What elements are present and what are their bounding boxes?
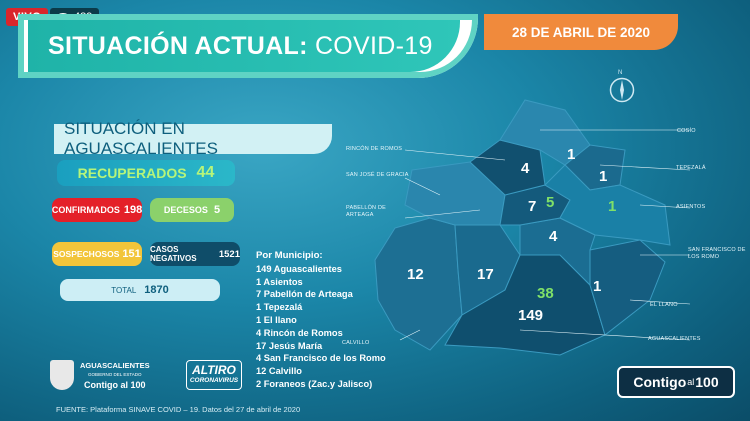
count-cosio: 1 [567,146,576,163]
confirmados-label: CONFIRMADOS [51,205,120,215]
recuperados-value: 44 [196,164,215,181]
count-aguascalientes-recovered: 38 [537,285,554,302]
state-shield-icon [50,360,74,390]
negativos-badge: CASOS NEGATIVOS 1521 [150,242,240,266]
negativos-value: 1521 [218,248,240,260]
sospechosos-label: SOSPECHOSOS [53,249,120,259]
list-item: 1 El llano [256,314,297,325]
recuperados-label: RECUPERADOS [77,165,187,181]
label-aguascalientes: AGUASCALIENTES [648,336,701,342]
date-banner: 28 DE ABRIL DE 2020 [484,14,678,50]
region-asientos [544,164,671,246]
list-item: 4 Rincón de Romos [256,327,343,338]
label-sanjose: SAN JOSÉ DE GRACIA [346,172,409,178]
list-item: 2 Foraneos (Zac.y Jalisco) [256,378,373,389]
gobierno-contigo: Contigo al 100 [84,379,146,390]
label-pabellon: PABELLÓN DE ARTEAGA [346,205,387,218]
label-rincon: RINCÓN DE ROMOS [346,146,403,152]
label-cosio: COSÍO [677,128,696,134]
count-pabellon: 7 [528,198,537,215]
negativos-label: CASOS NEGATIVOS [150,245,197,263]
count-calvillo: 12 [407,266,424,283]
list-item: 149 Aguascalientes [256,263,342,274]
total-label: TOTAL [111,285,137,295]
municipio-list: Por Municipio: 149 Aguascalientes 1 Asie… [256,250,386,391]
count-jesusmaria: 17 [477,266,494,283]
confirmados-value: 198 [123,204,143,216]
gobierno-text: AGUASCALIENTES GOBIERNO DEL ESTADO Conti… [80,361,150,390]
count-tepezala: 1 [599,168,608,185]
altiro-logo: ALTIRO CORONAVIRUS [186,360,242,390]
total-value: 1870 [144,284,169,296]
label-sanfrancisco: SAN FRANCISCO DE LOS ROMO [688,247,746,260]
sospechosos-badge: SOSPECHOSOS 151 [52,242,142,266]
gobierno-subtitle: GOBIERNO DEL ESTADO [88,371,142,377]
list-item: 1 Tepezalá [256,302,303,313]
compass-north-label: N [618,70,623,76]
recuperados-badge: RECUPERADOS 44 [57,160,235,186]
region-rincon [469,139,546,196]
label-tepezala: TEPEZALÁ [676,165,706,171]
contigo-logo: Contigo al 100 [617,366,735,398]
contigo-number: 100 [695,374,719,390]
count-elllano: 1 [593,278,602,295]
compass-icon [609,77,635,103]
label-elllano: EL LLANO [650,302,678,308]
gobierno-logo: AGUASCALIENTES GOBIERNO DEL ESTADO Conti… [50,360,150,390]
map-leader-lines [399,129,691,341]
title-bold: SITUACIÓN ACTUAL: [48,31,308,60]
title-light: COVID-19 [314,31,433,60]
count-aguascalientes: 149 [518,307,544,324]
confirmados-badge: CONFIRMADOS 198 [52,198,142,222]
decesos-badge: DECESOS 5 [150,198,234,222]
altiro-subtitle: CORONAVIRUS [189,377,239,384]
count-pabellon-recovered: 5 [546,194,555,211]
list-item: 17 Jesús María [256,340,323,351]
sospechosos-value: 151 [122,248,141,260]
count-sanfrancisco: 4 [549,228,558,245]
list-item: 7 Pabellón de Arteaga [256,289,353,300]
title-bar: SITUACIÓN ACTUAL: COVID-19 [28,20,460,72]
label-calvillo: CALVILLO [342,340,370,346]
altiro-title: ALTIRO [192,363,236,377]
page-title: SITUACIÓN ACTUAL: COVID-19 [48,32,433,61]
list-item: 4 San Francisco de los Romo [256,353,386,364]
region-calvillo [374,217,463,351]
list-item: 12 Calvillo [256,366,302,377]
contigo-word: Contigo [633,374,687,390]
contigo-al: al [687,377,695,387]
label-asientos: ASIENTOS [676,204,706,210]
decesos-value: 5 [213,204,221,216]
total-badge: TOTAL 1870 [60,279,220,301]
decesos-label: DECESOS [163,205,208,215]
source-note: FUENTE: Plataforma SINAVE COVID – 19. Da… [56,405,301,414]
list-item: 1 Asientos [256,276,303,287]
count-asientos: 1 [608,198,617,215]
municipio-heading: Por Municipio: [256,250,323,261]
count-rincon: 4 [521,160,530,177]
situation-heading: SITUACIÓN EN AGUASCALIENTES [54,119,332,158]
gobierno-title: AGUASCALIENTES [80,360,150,370]
